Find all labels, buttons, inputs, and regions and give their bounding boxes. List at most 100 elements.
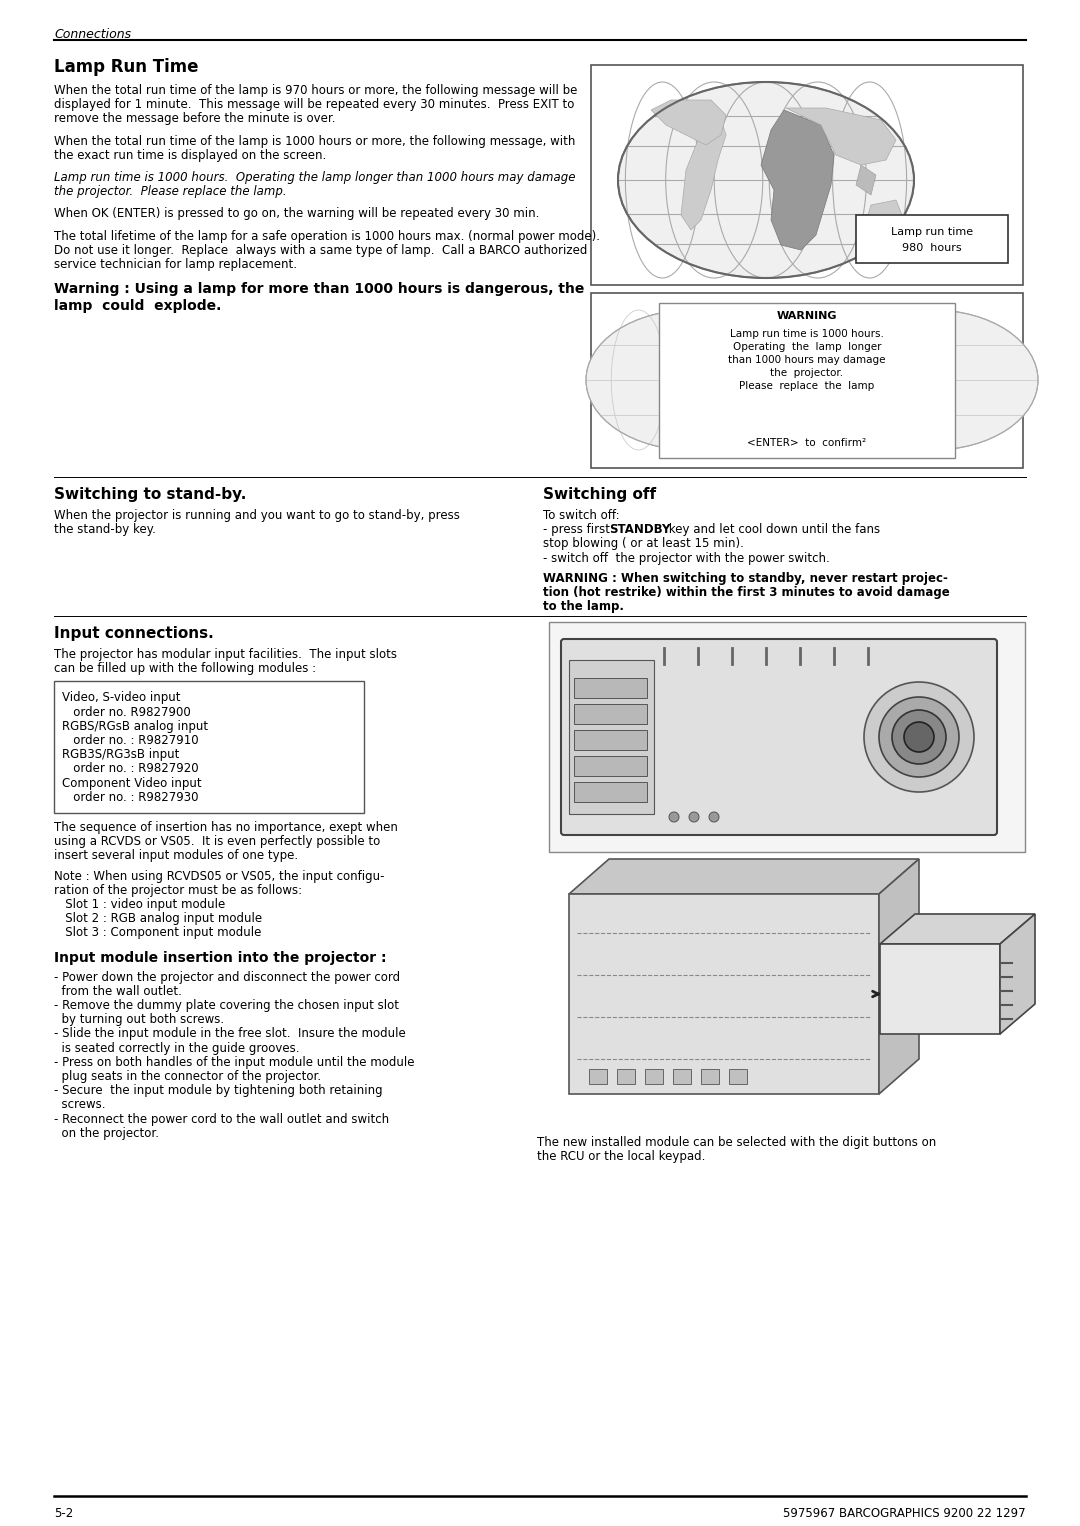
Bar xyxy=(589,1070,607,1083)
Text: Note : When using RCVDS05 or VS05, the input configu-: Note : When using RCVDS05 or VS05, the i… xyxy=(54,870,384,882)
Bar xyxy=(573,678,647,697)
Circle shape xyxy=(904,722,934,752)
Text: using a RCVDS or VS05.  It is even perfectly possible to: using a RCVDS or VS05. It is even perfec… xyxy=(54,835,380,848)
Polygon shape xyxy=(879,859,919,1094)
Text: Lamp run time is 1000 hours.: Lamp run time is 1000 hours. xyxy=(730,330,883,339)
Circle shape xyxy=(708,812,719,823)
Text: <ENTER>  to  confirm²: <ENTER> to confirm² xyxy=(747,438,866,449)
Bar xyxy=(549,862,1025,1125)
Text: by turning out both screws.: by turning out both screws. xyxy=(54,1013,225,1025)
Text: When the total run time of the lamp is 1000 hours or more, the following message: When the total run time of the lamp is 1… xyxy=(54,134,576,148)
Text: insert several input modules of one type.: insert several input modules of one type… xyxy=(54,850,298,862)
Circle shape xyxy=(879,697,959,777)
Circle shape xyxy=(864,682,974,792)
Bar xyxy=(673,1070,691,1083)
Bar xyxy=(569,894,879,1094)
Bar xyxy=(573,781,647,803)
Text: RGBS/RGsB analog input: RGBS/RGsB analog input xyxy=(62,720,208,732)
Text: the exact run time is displayed on the screen.: the exact run time is displayed on the s… xyxy=(54,150,326,162)
Text: - press first: - press first xyxy=(543,523,613,536)
Text: 980  hours: 980 hours xyxy=(902,243,962,253)
Text: Do not use it longer.  Replace  always with a same type of lamp.  Call a BARCO a: Do not use it longer. Replace always wit… xyxy=(54,244,588,256)
Text: The sequence of insertion has no importance, exept when: The sequence of insertion has no importa… xyxy=(54,821,397,835)
Ellipse shape xyxy=(828,310,1038,450)
Bar xyxy=(659,304,955,458)
Text: ration of the projector must be as follows:: ration of the projector must be as follo… xyxy=(54,884,302,897)
Text: The new installed module can be selected with the digit buttons on: The new installed module can be selected… xyxy=(537,1135,936,1149)
Text: tion (hot restrike) within the first 3 minutes to avoid damage: tion (hot restrike) within the first 3 m… xyxy=(543,586,949,600)
Polygon shape xyxy=(786,108,896,165)
Polygon shape xyxy=(651,101,726,145)
Bar xyxy=(569,661,654,813)
Text: lamp  could  explode.: lamp could explode. xyxy=(54,299,221,313)
Text: 5-2: 5-2 xyxy=(54,1508,73,1520)
Bar xyxy=(617,1070,635,1083)
Text: When the projector is running and you want to go to stand-by, press: When the projector is running and you wa… xyxy=(54,510,460,522)
Text: order no. : R9827910: order no. : R9827910 xyxy=(62,734,199,748)
Text: Lamp run time: Lamp run time xyxy=(891,227,973,237)
Polygon shape xyxy=(1000,914,1035,1035)
Text: displayed for 1 minute.  This message will be repeated every 30 minutes.  Press : displayed for 1 minute. This message wil… xyxy=(54,98,575,111)
Text: When OK (ENTER) is pressed to go on, the warning will be repeated every 30 min.: When OK (ENTER) is pressed to go on, the… xyxy=(54,208,539,220)
Circle shape xyxy=(892,710,946,765)
Bar xyxy=(880,945,1000,1035)
Text: Warning : Using a lamp for more than 1000 hours is dangerous, the: Warning : Using a lamp for more than 100… xyxy=(54,282,584,296)
Text: Slot 1 : video input module: Slot 1 : video input module xyxy=(54,897,226,911)
Text: Lamp Run Time: Lamp Run Time xyxy=(54,58,199,76)
Text: Component Video input: Component Video input xyxy=(62,777,202,789)
Bar xyxy=(549,623,1025,852)
Polygon shape xyxy=(880,914,1035,945)
Text: to the lamp.: to the lamp. xyxy=(543,600,624,613)
Text: stop blowing ( or at least 15 min).: stop blowing ( or at least 15 min). xyxy=(543,537,744,551)
Bar xyxy=(591,66,1023,285)
Text: Connections: Connections xyxy=(54,27,131,41)
Text: from the wall outlet.: from the wall outlet. xyxy=(54,984,181,998)
Bar xyxy=(701,1070,719,1083)
Text: Switching to stand-by.: Switching to stand-by. xyxy=(54,487,246,502)
Text: on the projector.: on the projector. xyxy=(54,1126,159,1140)
Text: than 1000 hours may damage: than 1000 hours may damage xyxy=(728,356,886,365)
Text: Operating  the  lamp  longer: Operating the lamp longer xyxy=(732,342,881,353)
Polygon shape xyxy=(681,121,726,230)
Bar xyxy=(591,293,1023,468)
Text: order no. R9827900: order no. R9827900 xyxy=(62,705,191,719)
Ellipse shape xyxy=(586,310,796,450)
Polygon shape xyxy=(866,200,904,235)
Text: - switch off  the projector with the power switch.: - switch off the projector with the powe… xyxy=(543,551,829,565)
Text: Input connections.: Input connections. xyxy=(54,626,214,641)
Polygon shape xyxy=(761,110,834,250)
Text: - Slide the input module in the free slot.  Insure the module: - Slide the input module in the free slo… xyxy=(54,1027,406,1041)
Text: 5975967 BARCOGRAPHICS 9200 22 1297: 5975967 BARCOGRAPHICS 9200 22 1297 xyxy=(783,1508,1026,1520)
Polygon shape xyxy=(856,165,876,195)
Bar xyxy=(54,682,364,813)
Text: Switching off: Switching off xyxy=(543,487,657,502)
Text: the stand-by key.: the stand-by key. xyxy=(54,523,156,536)
Bar xyxy=(573,729,647,749)
Text: WARNING: WARNING xyxy=(777,311,837,320)
Text: STANDBY: STANDBY xyxy=(609,523,671,536)
Text: screws.: screws. xyxy=(54,1099,106,1111)
Text: - Secure  the input module by tightening both retaining: - Secure the input module by tightening … xyxy=(54,1083,382,1097)
Text: The total lifetime of the lamp for a safe operation is 1000 hours max. (normal p: The total lifetime of the lamp for a saf… xyxy=(54,229,600,243)
Text: - Reconnect the power cord to the wall outlet and switch: - Reconnect the power cord to the wall o… xyxy=(54,1112,389,1126)
Text: - Power down the projector and disconnect the power cord: - Power down the projector and disconnec… xyxy=(54,971,400,984)
FancyBboxPatch shape xyxy=(561,639,997,835)
Bar xyxy=(729,1070,747,1083)
Text: remove the message before the minute is over.: remove the message before the minute is … xyxy=(54,113,336,125)
Text: Please  replace  the  lamp: Please replace the lamp xyxy=(740,382,875,391)
Text: is seated correctly in the guide grooves.: is seated correctly in the guide grooves… xyxy=(54,1042,299,1054)
Text: Slot 3 : Component input module: Slot 3 : Component input module xyxy=(54,926,261,940)
Ellipse shape xyxy=(618,82,914,278)
Text: Slot 2 : RGB analog input module: Slot 2 : RGB analog input module xyxy=(54,913,262,925)
Text: can be filled up with the following modules :: can be filled up with the following modu… xyxy=(54,662,316,674)
Text: plug seats in the connector of the projector.: plug seats in the connector of the proje… xyxy=(54,1070,321,1083)
Bar xyxy=(856,215,1008,262)
Text: Video, S-video input: Video, S-video input xyxy=(62,691,180,705)
Text: order no. : R9827930: order no. : R9827930 xyxy=(62,790,199,804)
Text: the  projector.: the projector. xyxy=(770,368,843,378)
Text: RGB3S/RG3sB input: RGB3S/RG3sB input xyxy=(62,748,179,761)
Text: Lamp run time is 1000 hours.  Operating the lamp longer than 1000 hours may dama: Lamp run time is 1000 hours. Operating t… xyxy=(54,171,576,185)
Text: The projector has modular input facilities.  The input slots: The projector has modular input faciliti… xyxy=(54,649,397,661)
Text: When the total run time of the lamp is 970 hours or more, the following message : When the total run time of the lamp is 9… xyxy=(54,84,578,98)
Text: - Press on both handles of the input module until the module: - Press on both handles of the input mod… xyxy=(54,1056,415,1068)
